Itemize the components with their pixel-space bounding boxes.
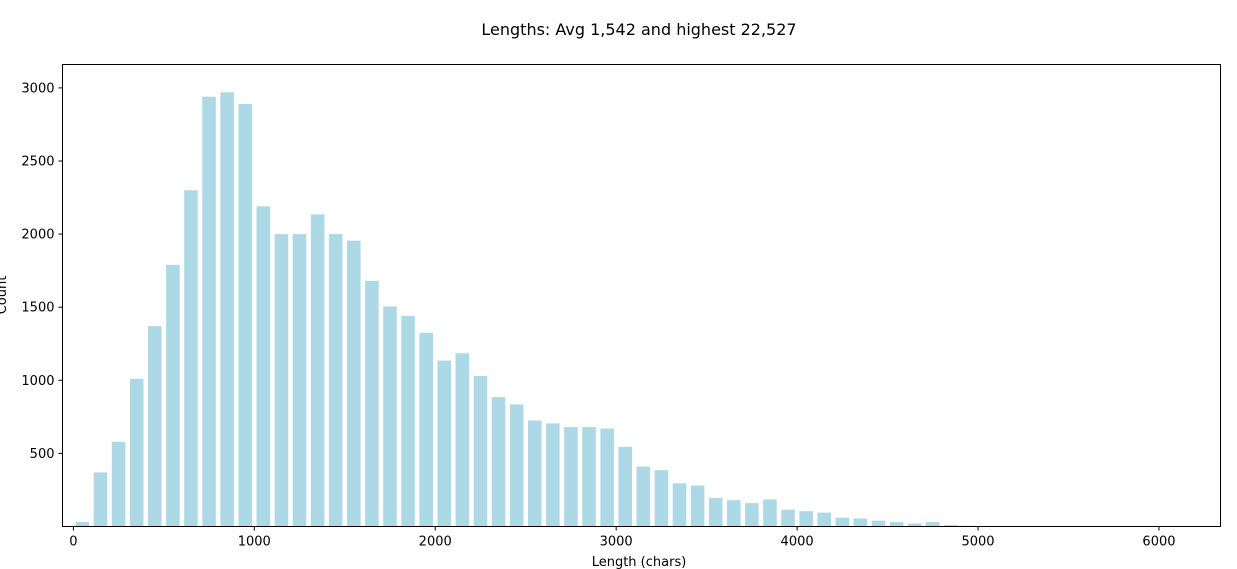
- histogram-bar: [907, 523, 922, 527]
- histogram-bar: [564, 427, 578, 527]
- x-tick-label: 2000: [419, 535, 452, 550]
- histogram-bar: [509, 404, 524, 527]
- histogram-bar: [147, 326, 162, 527]
- bars: [75, 92, 976, 527]
- histogram-bar: [871, 520, 886, 527]
- histogram-bar: [455, 353, 470, 527]
- histogram-bar: [473, 375, 488, 527]
- x-tick-label: 6000: [1142, 535, 1175, 550]
- histogram-bar: [238, 103, 253, 527]
- y-tick-label: 3000: [21, 81, 54, 96]
- histogram-bar: [328, 234, 343, 527]
- histogram-bar: [292, 234, 307, 527]
- histogram-bar: [726, 500, 741, 527]
- histogram-bar: [75, 522, 90, 527]
- histogram-bar: [166, 264, 180, 527]
- x-tick-label: 5000: [961, 535, 994, 550]
- x-tick-label: 3000: [600, 535, 633, 550]
- histogram-bar: [763, 499, 777, 527]
- histogram-bar: [546, 423, 560, 527]
- histogram-bar: [310, 214, 325, 527]
- histogram-bar: [582, 427, 596, 527]
- y-tick-label: 2000: [21, 228, 54, 243]
- histogram-bar: [835, 517, 850, 527]
- histogram-bar: [527, 420, 542, 527]
- histogram-bar: [600, 428, 614, 527]
- histogram-bar: [93, 472, 108, 527]
- histogram-bar: [401, 315, 415, 527]
- histogram-bar: [437, 360, 452, 527]
- y-axis-label: Count: [0, 276, 10, 315]
- histogram-bar: [618, 446, 632, 527]
- histogram-bar: [111, 441, 126, 527]
- histogram-bar: [347, 240, 361, 527]
- x-tick-label: 4000: [781, 535, 814, 550]
- y-tick-label: 1500: [21, 301, 54, 316]
- histogram-bar: [889, 522, 904, 527]
- y-axis: 500 1000 1500 2000 2500 3000: [21, 81, 63, 462]
- histogram-bar: [184, 190, 198, 527]
- histogram-bar: [781, 509, 795, 527]
- plot-frame: [62, 64, 1221, 527]
- histogram-bar: [708, 497, 723, 527]
- histogram-bar: [383, 306, 397, 527]
- histogram-bar: [745, 503, 759, 527]
- histogram-bar: [944, 525, 958, 527]
- histogram-bar: [690, 485, 705, 527]
- histogram-bar: [220, 92, 234, 527]
- histogram-bar: [256, 206, 271, 527]
- chart-title: Lengths: Avg 1,542 and highest 22,527: [481, 20, 796, 39]
- histogram-bar: [274, 234, 289, 527]
- histogram-bar: [202, 96, 216, 527]
- histogram-bar: [491, 397, 506, 527]
- x-axis-label: Length (chars): [592, 555, 687, 569]
- y-tick-label: 2500: [21, 154, 54, 169]
- histogram-bar: [419, 332, 433, 527]
- histogram-bar: [853, 518, 868, 527]
- histogram-bar: [654, 470, 669, 527]
- x-axis: 0 1000 2000 3000 4000 5000 6000: [69, 526, 1176, 550]
- histogram-bar: [636, 466, 651, 527]
- histogram-bar: [365, 280, 379, 527]
- histogram-bar: [926, 522, 940, 527]
- histogram-bar: [817, 512, 832, 527]
- y-tick-label: 1000: [21, 374, 54, 389]
- x-tick-label: 1000: [238, 535, 271, 550]
- histogram-bar: [799, 511, 813, 527]
- y-tick-label: 500: [30, 447, 55, 462]
- x-tick-label: 0: [69, 535, 77, 550]
- histogram-bar: [672, 483, 687, 527]
- histogram-bar: [129, 378, 144, 527]
